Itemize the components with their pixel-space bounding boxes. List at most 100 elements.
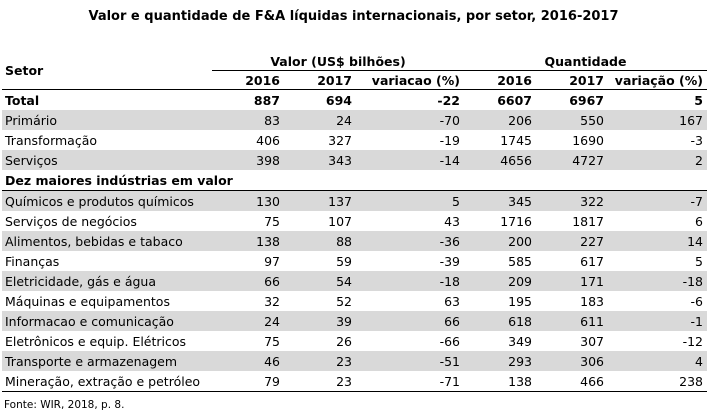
row-valor-variacao: -19 bbox=[439, 132, 460, 148]
row-quantidade-2017: 1690 bbox=[572, 132, 604, 148]
section-row: Dez maiores indústrias em valor bbox=[2, 170, 707, 191]
row-setor: Informacao e comunicação bbox=[5, 313, 174, 329]
table-row: Eletricidade, gás e água 66 54 -18 209 171 -18 bbox=[2, 271, 707, 291]
row-valor-2016: 66 bbox=[264, 273, 280, 289]
row-quantidade-variacao: 4 bbox=[695, 353, 703, 369]
row-quantidade-2017: 306 bbox=[580, 353, 604, 369]
row-valor-2016: 75 bbox=[264, 333, 280, 349]
row-valor-2017: 39 bbox=[336, 313, 352, 329]
row-quantidade-2016: 200 bbox=[508, 233, 532, 249]
row-quantidade-2016: 349 bbox=[508, 333, 532, 349]
row-quantidade-2017: 322 bbox=[580, 193, 604, 209]
row-setor: Eletrônicos e equip. Elétricos bbox=[5, 333, 187, 349]
row-quantidade-variacao: -1 bbox=[690, 313, 703, 329]
row-quantidade-2017: 617 bbox=[580, 253, 604, 269]
row-quantidade-2016: 618 bbox=[508, 313, 532, 329]
row-valor-variacao: -36 bbox=[439, 233, 460, 249]
row-quantidade-2016: 4656 bbox=[500, 152, 532, 168]
row-valor-variacao: 43 bbox=[444, 213, 460, 229]
row-quantidade-2016: 206 bbox=[508, 112, 532, 128]
row-valor-2017: 23 bbox=[336, 353, 352, 369]
table-row: Mineração, extração e petróleo 79 23 -71 138… bbox=[2, 371, 707, 392]
table-row: Transformação 406 327 -19 1745 1690 -3 bbox=[2, 130, 707, 150]
row-valor-2017: 59 bbox=[336, 253, 352, 269]
row-valor-2017: 54 bbox=[336, 273, 352, 289]
row-valor-2017: 26 bbox=[336, 333, 352, 349]
row-quantidade-variacao: 5 bbox=[695, 253, 703, 269]
row-valor-2017: 107 bbox=[328, 213, 352, 229]
table-row: Eletrônicos e equip. Elétricos 75 26 -66 349… bbox=[2, 331, 707, 351]
row-setor: Primário bbox=[5, 112, 58, 128]
ma-sector-table: Setor Valor (US$ bilhões) Quantidade 201… bbox=[2, 52, 707, 392]
row-quantidade-2017: 611 bbox=[580, 313, 604, 329]
row-valor-2017: 343 bbox=[328, 152, 352, 168]
row-valor-2017: 694 bbox=[325, 92, 352, 108]
header-quantidade-2016: 2016 bbox=[464, 70, 536, 90]
row-valor-variacao: -39 bbox=[439, 253, 460, 269]
row-valor-2016: 75 bbox=[264, 213, 280, 229]
table-row: Alimentos, bebidas e tabaco 138 88 -36 200 22… bbox=[2, 231, 707, 251]
table-row: Finanças 97 59 -39 585 617 5 bbox=[2, 251, 707, 271]
row-setor: Finanças bbox=[5, 253, 60, 269]
row-valor-variacao: -22 bbox=[437, 92, 460, 108]
row-setor: Mineração, extração e petróleo bbox=[2, 371, 212, 392]
source-note: Fonte: WIR, 2018, p. 8. bbox=[4, 399, 125, 411]
row-setor: Químicos e produtos químicos bbox=[5, 193, 194, 209]
row-setor: Máquinas e equipamentos bbox=[5, 293, 170, 309]
row-quantidade-2016: 195 bbox=[508, 293, 532, 309]
row-quantidade-variacao: -6 bbox=[690, 293, 703, 309]
row-quantidade-2017: 1817 bbox=[572, 213, 604, 229]
row-quantidade-variacao: 2 bbox=[695, 152, 703, 168]
row-valor-2016: 32 bbox=[264, 293, 280, 309]
row-quantidade-2016: 1716 bbox=[500, 213, 532, 229]
row-valor-2017: 88 bbox=[336, 233, 352, 249]
row-quantidade-2017: 4727 bbox=[572, 152, 604, 168]
row-valor-variacao: 63 bbox=[444, 293, 460, 309]
row-valor-2017: 23 bbox=[284, 371, 356, 392]
table-row: Transporte e armazenagem 46 23 -51 293 306 4 bbox=[2, 351, 707, 371]
row-quantidade-2017: 307 bbox=[580, 333, 604, 349]
row-quantidade-2016: 6607 bbox=[497, 92, 532, 108]
row-valor-2017: 24 bbox=[336, 112, 352, 128]
row-quantidade-2017: 171 bbox=[580, 273, 604, 289]
row-setor: Eletricidade, gás e água bbox=[5, 273, 157, 289]
row-setor: Transformação bbox=[5, 132, 98, 148]
row-quantidade-variacao: -3 bbox=[690, 132, 703, 148]
row-valor-2016: 130 bbox=[256, 193, 280, 209]
header-quantidade-group: Quantidade bbox=[464, 52, 707, 71]
table-row: Informacao e comunicação 24 39 66 618 611 -1 bbox=[2, 311, 707, 331]
row-valor-variacao: -18 bbox=[439, 273, 460, 289]
row-valor-variacao: -71 bbox=[356, 371, 464, 392]
row-valor-variacao: -14 bbox=[439, 152, 460, 168]
row-quantidade-variacao: 6 bbox=[695, 213, 703, 229]
table-row: Total 887 694 -22 6607 6967 5 bbox=[2, 90, 707, 111]
row-valor-2017: 327 bbox=[328, 132, 352, 148]
header-quantidade-2017: 2017 bbox=[536, 70, 608, 90]
row-quantidade-2016: 585 bbox=[508, 253, 532, 269]
row-setor: Serviços de negócios bbox=[5, 213, 137, 229]
row-quantidade-variacao: -18 bbox=[682, 273, 703, 289]
row-quantidade-2017: 466 bbox=[536, 371, 608, 392]
row-setor: Transporte e armazenagem bbox=[5, 353, 178, 369]
row-valor-2016: 24 bbox=[264, 313, 280, 329]
table-row: Serviços 398 343 -14 4656 4727 2 bbox=[2, 150, 707, 170]
row-setor: Alimentos, bebidas e tabaco bbox=[5, 233, 183, 249]
row-valor-2016: 79 bbox=[212, 371, 284, 392]
header-valor-group: Valor (US$ bilhões) bbox=[212, 52, 464, 71]
header-quantidade-variacao: variação (%) bbox=[608, 70, 707, 90]
row-valor-2016: 138 bbox=[256, 233, 280, 249]
row-valor-variacao: -70 bbox=[439, 112, 460, 128]
row-setor: Total bbox=[5, 92, 40, 108]
row-quantidade-2017: 6967 bbox=[569, 92, 604, 108]
table-row: Primário 83 24 -70 206 550 167 bbox=[2, 110, 707, 130]
row-quantidade-variacao: 167 bbox=[679, 112, 703, 128]
row-quantidade-2016: 345 bbox=[508, 193, 532, 209]
row-valor-2016: 97 bbox=[264, 253, 280, 269]
header-valor-2017: 2017 bbox=[284, 70, 356, 90]
row-quantidade-2017: 550 bbox=[580, 112, 604, 128]
row-valor-2017: 52 bbox=[336, 293, 352, 309]
row-quantidade-variacao: 14 bbox=[687, 233, 703, 249]
table-title: Valor e quantidade de F&A líquidas inter… bbox=[88, 9, 619, 24]
row-quantidade-2016: 293 bbox=[508, 353, 532, 369]
